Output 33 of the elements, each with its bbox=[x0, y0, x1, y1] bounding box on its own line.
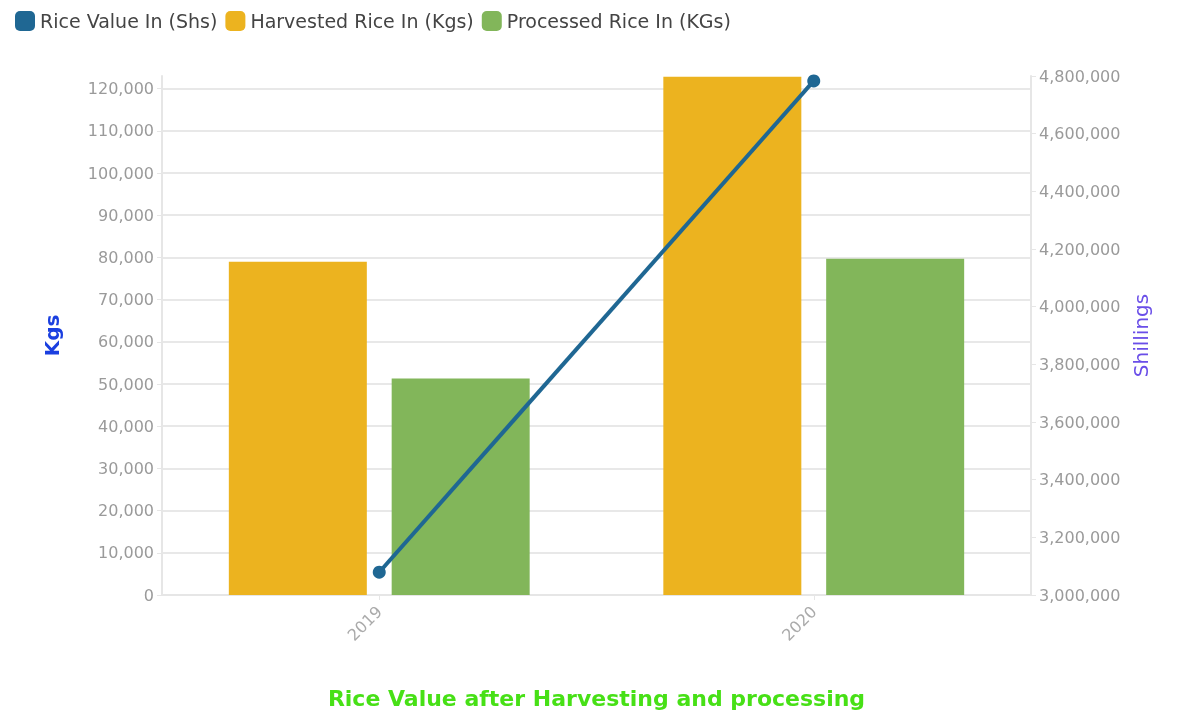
bar bbox=[826, 258, 965, 595]
y2-tick-label: 4,000,000 bbox=[1039, 297, 1121, 317]
y-tick-label: 120,000 bbox=[87, 79, 154, 99]
y-tick-label: 10,000 bbox=[98, 543, 154, 563]
y2-tick-label: 4,200,000 bbox=[1039, 239, 1121, 259]
y-tick-label: 20,000 bbox=[98, 501, 154, 521]
y-tick-label: 30,000 bbox=[98, 458, 154, 478]
y2-tick-label: 3,200,000 bbox=[1039, 527, 1121, 547]
y2-tick-label: 3,000,000 bbox=[1039, 585, 1121, 605]
y2-tick-label: 4,600,000 bbox=[1039, 124, 1121, 144]
legend-label: Processed Rice In (KGs) bbox=[506, 10, 731, 32]
y-tick-label: 0 bbox=[143, 585, 154, 605]
y-tick-label: 100,000 bbox=[87, 163, 154, 183]
y-tick-label: 50,000 bbox=[98, 374, 154, 394]
y-axis-title: Kgs bbox=[40, 314, 64, 357]
y2-tick-label: 3,600,000 bbox=[1039, 412, 1121, 432]
bar bbox=[391, 378, 530, 595]
y2-tick-label: 4,400,000 bbox=[1039, 181, 1121, 201]
y-tick-label: 70,000 bbox=[98, 290, 154, 310]
y-tick-label: 40,000 bbox=[98, 416, 154, 436]
y-tick-label: 80,000 bbox=[98, 247, 154, 267]
y2-tick-label: 3,400,000 bbox=[1039, 470, 1121, 490]
y2-axis-title: Shillings bbox=[1129, 293, 1154, 378]
y2-tick-label: 4,800,000 bbox=[1039, 66, 1121, 86]
legend-label: Rice Value In (Shs) bbox=[40, 10, 218, 32]
y-tick-label: 90,000 bbox=[98, 205, 154, 225]
y-tick-label: 60,000 bbox=[98, 332, 154, 352]
y2-tick-label: 3,800,000 bbox=[1039, 354, 1121, 374]
bar bbox=[663, 76, 802, 595]
legend-label: Harvested Rice In (Kgs) bbox=[250, 10, 474, 32]
x-axis-title: Rice Value after Harvesting and processing bbox=[327, 685, 866, 711]
bar bbox=[228, 261, 367, 595]
y-tick-label: 110,000 bbox=[87, 121, 154, 141]
